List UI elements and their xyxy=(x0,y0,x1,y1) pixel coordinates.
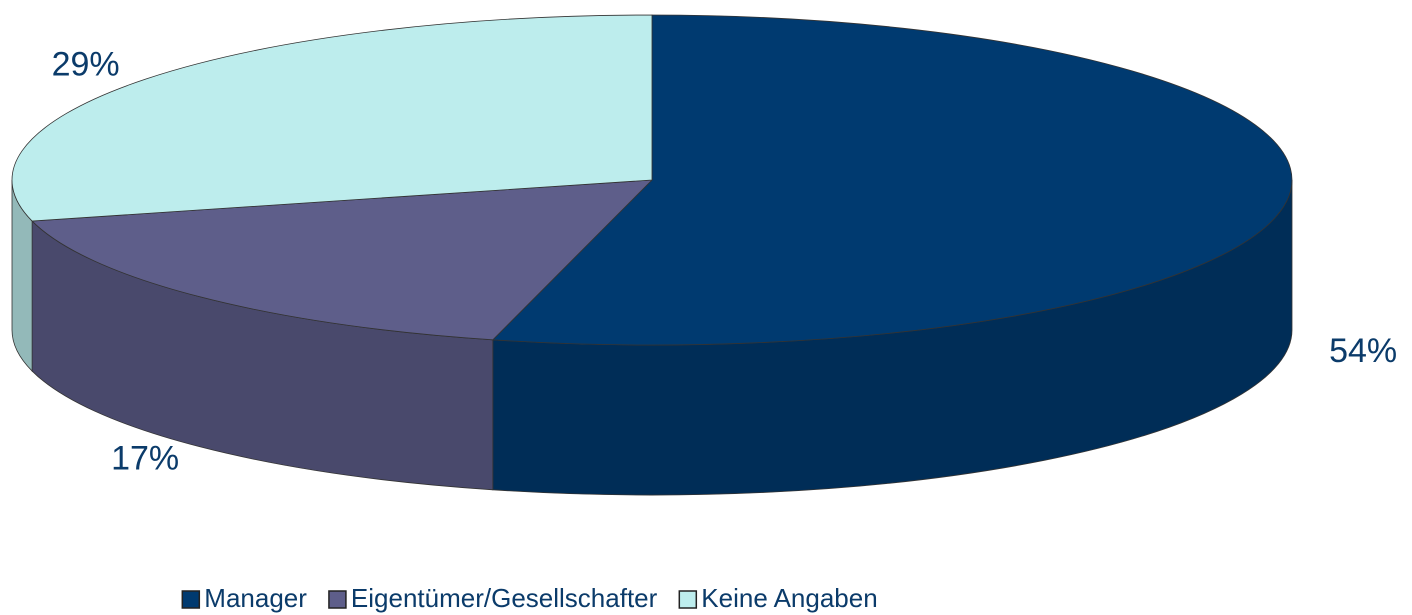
data-label: 29% xyxy=(52,46,120,84)
slice xyxy=(31,179,654,341)
data-label: 17% xyxy=(111,440,179,478)
legend-label: Eigentümer/Gesellschafter xyxy=(351,583,658,613)
legend-swatch xyxy=(181,590,201,609)
legend-label: Keine Angaben xyxy=(701,583,877,613)
slice xyxy=(11,14,653,222)
data-label: 54% xyxy=(1329,332,1397,370)
legend-label: Manager xyxy=(204,583,307,613)
legend-swatch xyxy=(678,590,698,609)
slice xyxy=(491,14,1293,346)
legend-swatch xyxy=(328,590,347,609)
